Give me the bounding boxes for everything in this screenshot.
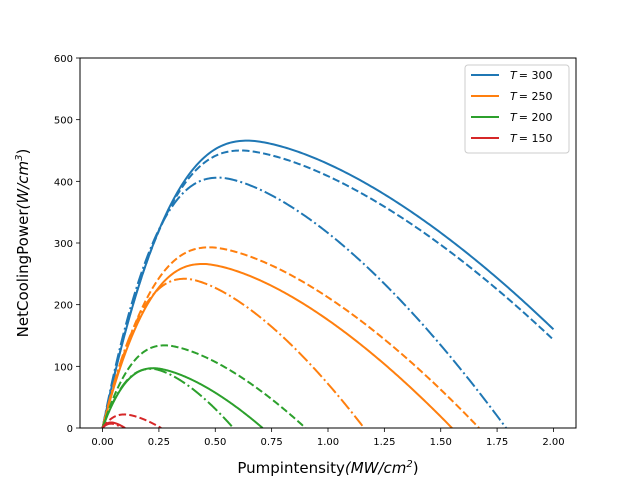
x-tick-label: 1.25: [373, 437, 395, 448]
y-axis: 0 100 200 300 400 500 600: [54, 54, 80, 435]
x-tick-label: 0.25: [148, 437, 170, 448]
x-tick-label: 0.50: [204, 437, 226, 448]
series-line-12: [101, 422, 124, 428]
x-tick-label: 1.00: [317, 437, 339, 448]
series-line-4: [101, 262, 453, 428]
legend-label: T = 200: [510, 111, 552, 124]
series-line-5: [101, 246, 480, 428]
y-tick-label: 600: [54, 54, 73, 65]
series-line-7: [101, 367, 264, 428]
legend-label: T = 300: [510, 69, 552, 82]
y-tick-label: 500: [54, 116, 73, 127]
y-tick-label: 0: [67, 424, 73, 435]
series-line-11: [101, 413, 162, 428]
x-tick-label: 0.75: [261, 437, 283, 448]
x-tick-label: 0.00: [91, 437, 113, 448]
x-tick-label: 1.50: [430, 437, 452, 448]
series-line-8: [101, 344, 307, 428]
legend-label: T = 250: [510, 90, 552, 103]
series-layer: [101, 139, 555, 428]
y-axis-label: NetCoolingPower(W/cm3): [14, 149, 32, 338]
series-line-9: [101, 367, 235, 428]
legend-label: T = 150: [510, 132, 552, 145]
x-axis: 0.00 0.25 0.50 0.75 1.00 1.25 1.50 1.75 2.00: [91, 428, 565, 448]
y-tick-label: 100: [54, 362, 73, 373]
x-tick-label: 1.75: [486, 437, 508, 448]
series-line-1: [101, 139, 555, 428]
series-line-2: [101, 149, 555, 428]
legend-box: [464, 64, 570, 154]
series-line-3: [101, 176, 507, 428]
y-tick-label: 300: [54, 239, 73, 250]
y-tick-label: 400: [54, 177, 73, 188]
x-axis-label: Pumpintensity(MW/cm2): [237, 459, 418, 477]
legend: T = 300 T = 250 T = 200 T = 150: [464, 64, 570, 154]
series-line-6: [101, 277, 365, 428]
y-tick-label: 200: [54, 301, 73, 312]
x-tick-label: 2.00: [542, 437, 564, 448]
